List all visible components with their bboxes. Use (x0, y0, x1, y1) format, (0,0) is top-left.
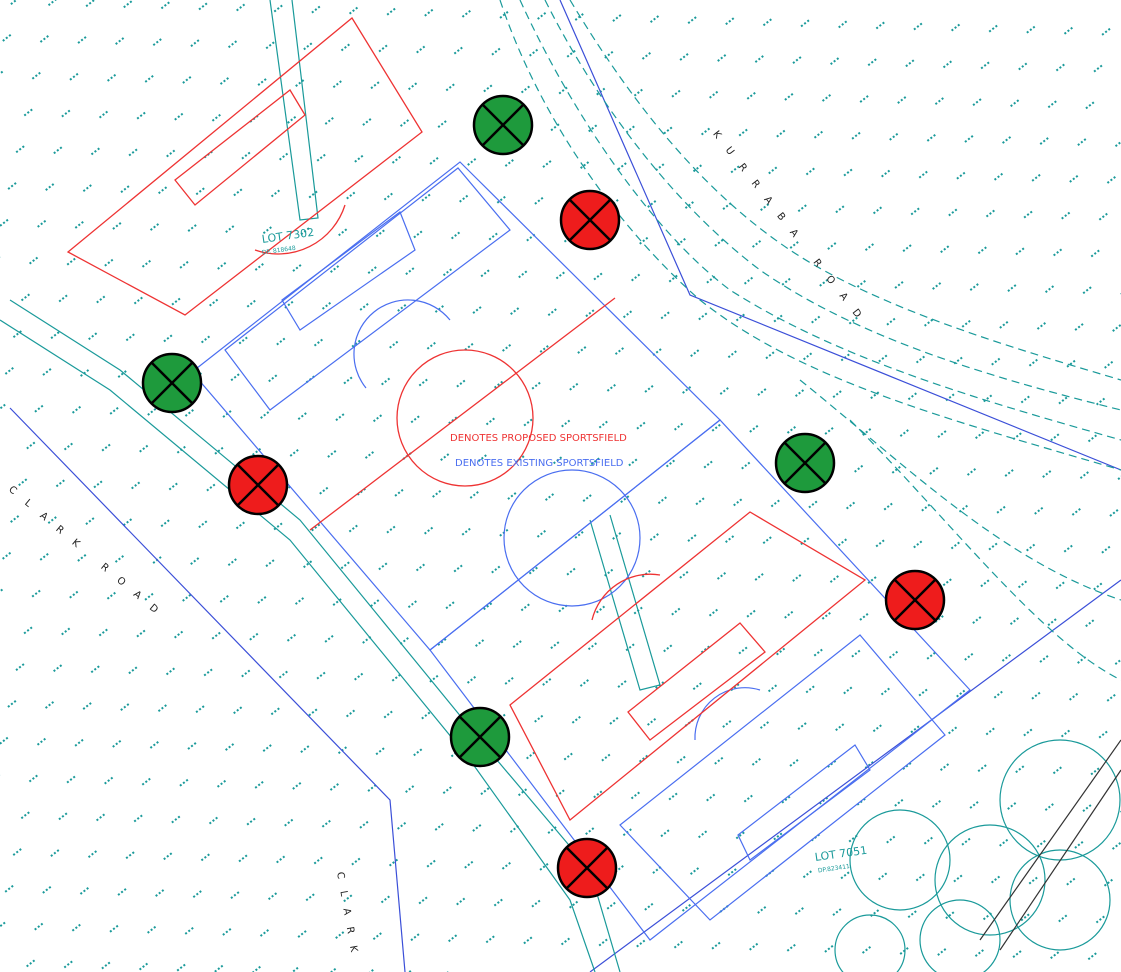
lot-dp: DP. 818648 (262, 245, 297, 257)
legend-proposed: DENOTES PROPOSED SPORTSFIELD (450, 433, 627, 444)
legend-existing: DENOTES EXISTING SPORTSFIELD (455, 458, 624, 469)
light-markers (141, 94, 946, 899)
proposed-fields (66, 17, 867, 822)
contours (499, 0, 1121, 681)
trees (834, 739, 1121, 972)
lot-dp: DP.823411 (818, 863, 851, 874)
road-lines (9, 0, 1121, 972)
